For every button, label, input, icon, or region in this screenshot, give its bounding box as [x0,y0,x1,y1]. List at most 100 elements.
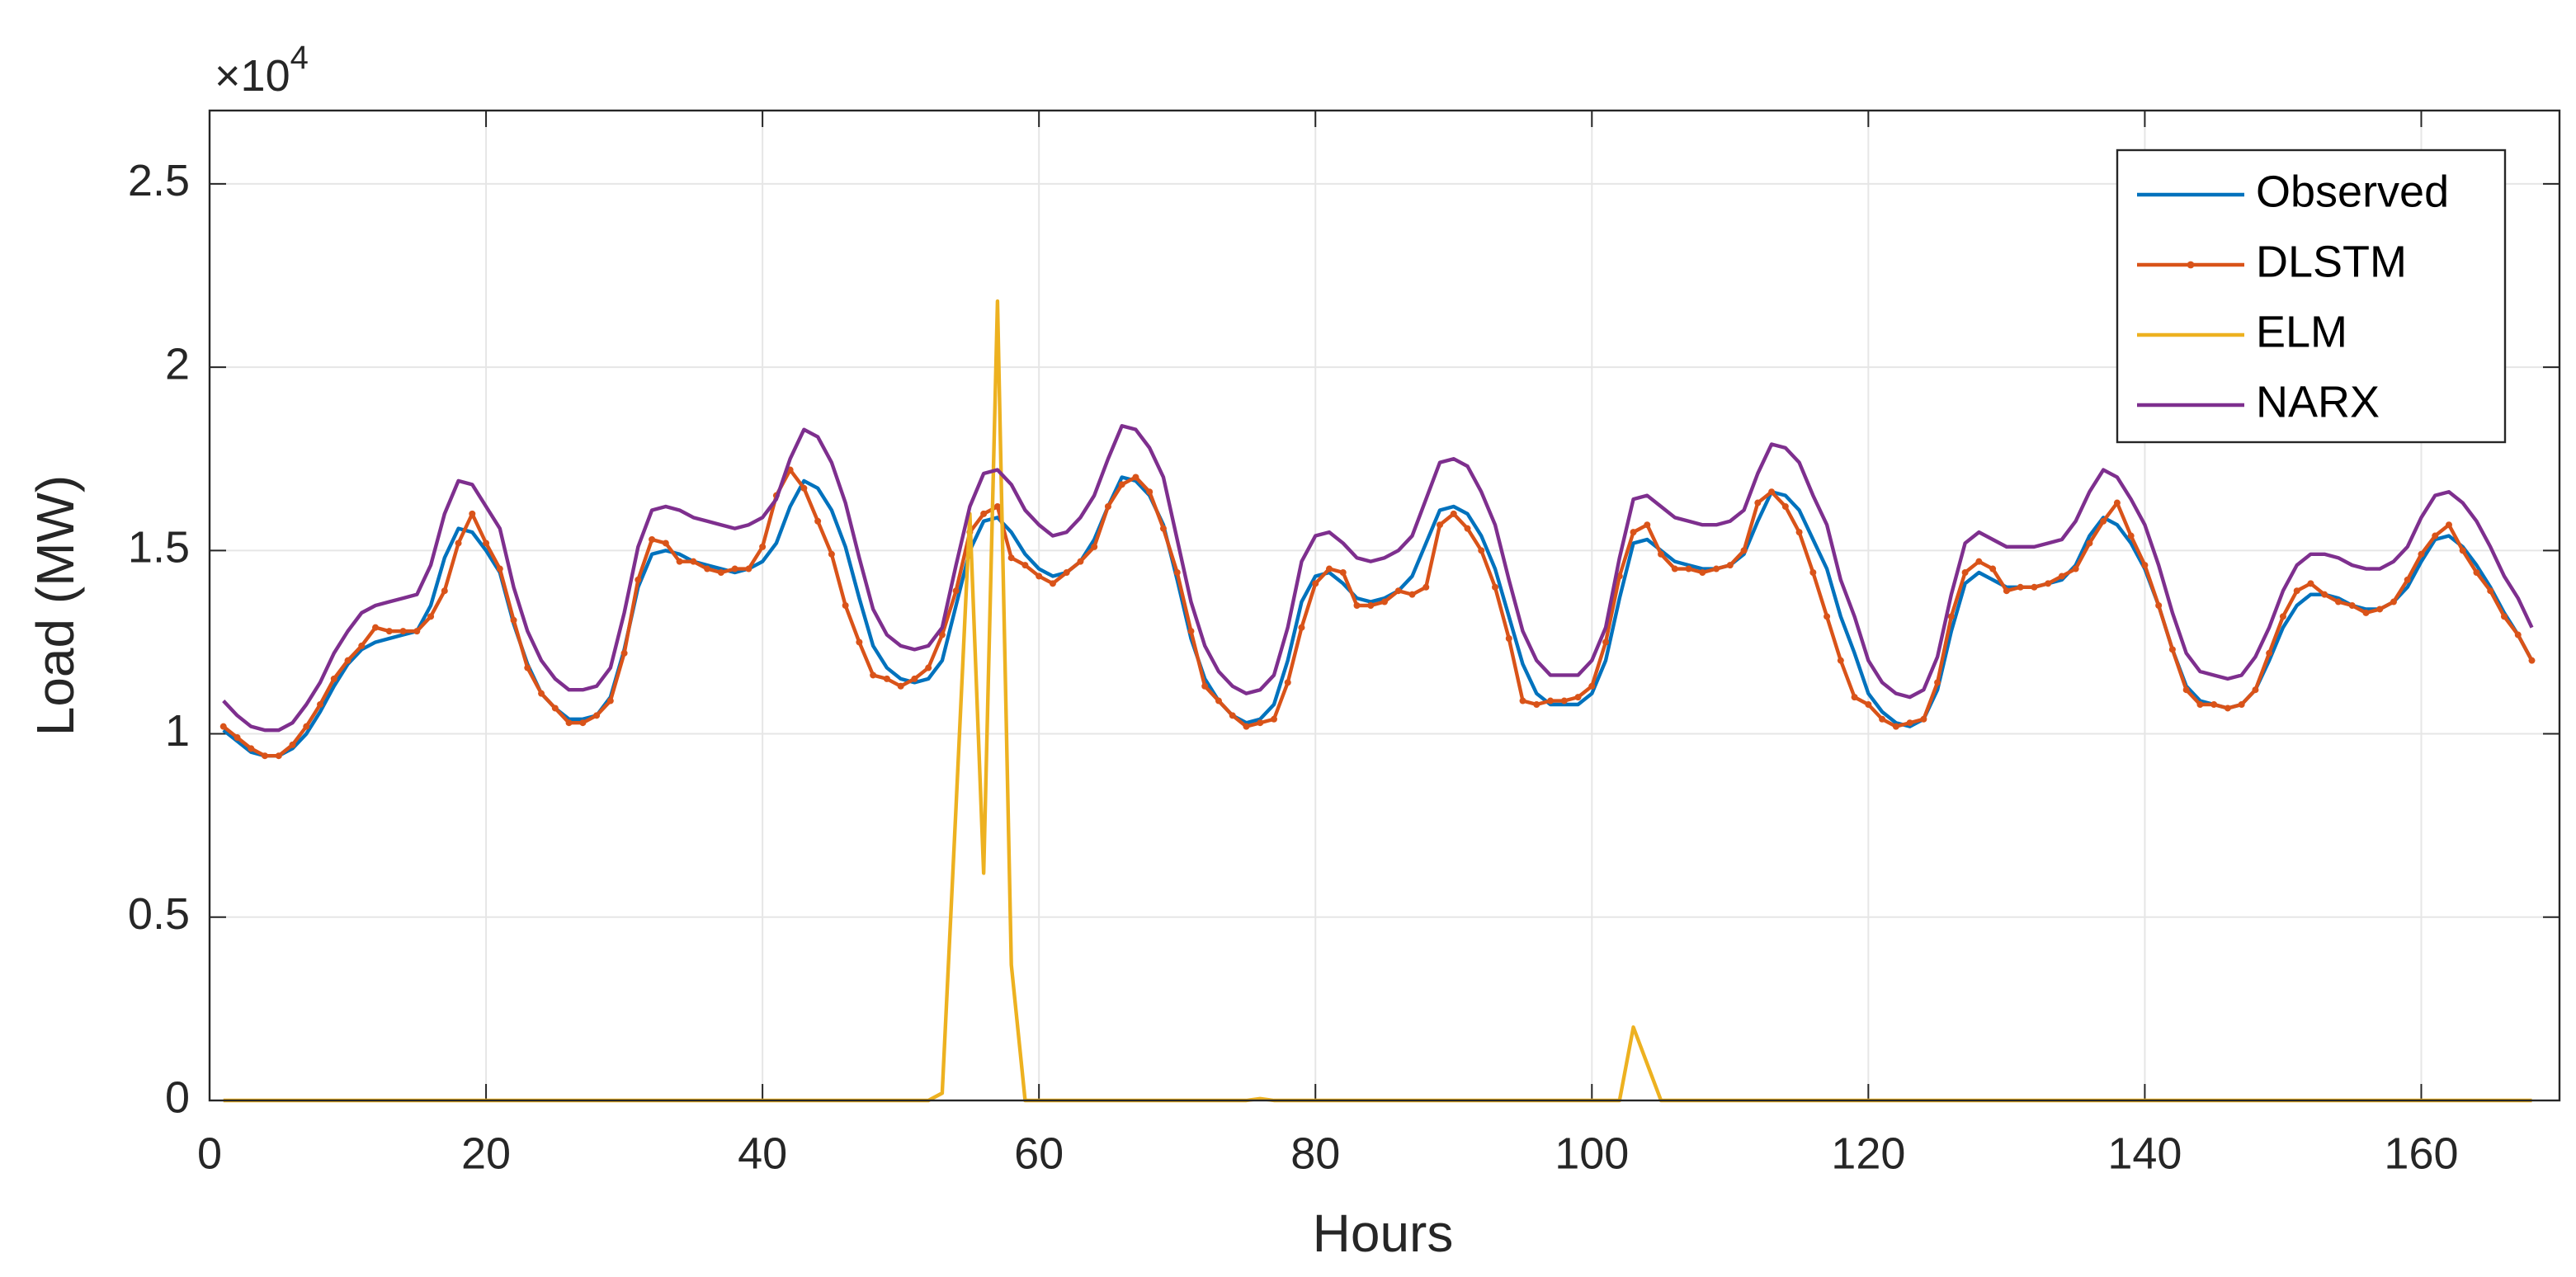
series-marker [2182,686,2190,694]
series-marker [2266,649,2273,657]
series-marker [1437,521,1444,529]
series-marker [1961,569,1969,576]
series-marker [2293,587,2300,595]
series-marker [538,690,545,697]
series-marker [1837,657,1844,664]
y-tick-label: 2.5 [128,156,190,205]
series-marker [1478,547,1485,554]
series-marker [2100,517,2107,525]
legend-box [2116,148,2507,444]
series-marker [1063,569,1070,576]
series-marker [330,675,337,682]
series-marker [1408,591,1416,598]
series-marker [2376,606,2384,613]
series-marker [1492,583,1499,591]
series-marker [2279,613,2286,620]
series-marker [704,565,711,573]
series-marker [1519,697,1526,704]
series-marker [1270,715,1277,723]
series-marker [2321,591,2328,598]
series-marker [551,704,559,712]
series-marker [717,569,724,576]
series-marker [814,517,822,525]
series-marker [1892,723,1899,730]
series-marker [2224,704,2231,712]
series-marker [275,752,282,760]
series-marker [1602,638,1610,646]
x-tick-label: 20 [461,1129,511,1178]
x-tick-label: 160 [2384,1129,2458,1178]
series-marker [413,628,421,635]
series-marker [1325,565,1333,573]
series-marker [1215,697,1222,704]
series-marker [1201,682,1209,690]
series-marker [303,723,310,730]
series-marker [524,664,531,671]
series-marker [1173,569,1181,576]
legend-label: NARX [2256,377,2380,426]
y-tick-label: 0 [165,1072,190,1122]
series-marker [2155,602,2163,609]
series-marker [1630,529,1637,536]
series-marker [1036,573,1043,580]
series-line [222,424,2534,733]
y-tick-label: 1 [165,706,190,756]
axes-box [208,109,2561,1102]
y-multiplier: ×104 [215,40,309,101]
series-marker [1021,562,1029,569]
series-marker [759,543,767,550]
series-marker [1851,694,1858,701]
series-marker [1312,580,1319,587]
series-marker [1077,558,1084,565]
series-marker [1187,628,1195,635]
series-marker [1367,602,1375,609]
legend-label: ELM [2256,307,2347,356]
series-marker [1658,550,1665,558]
series-marker [1685,565,1692,573]
series-marker [1560,697,1568,704]
series-marker [1574,694,1582,701]
series-marker [1243,723,1250,730]
series-marker [219,723,227,730]
series-marker [635,576,642,583]
series-marker [1865,701,1872,708]
series-marker [1132,474,1139,481]
series-marker [911,675,918,682]
series-marker [745,565,753,573]
series-marker [1104,503,1111,510]
series-marker [579,719,587,727]
series-marker [1906,719,1913,727]
series-marker [842,602,849,609]
series-marker [1879,715,1886,723]
series-marker [2113,499,2121,507]
series-marker [925,664,932,671]
series-marker [593,712,601,719]
series-marker [344,657,351,664]
series-marker [1394,587,1402,595]
series-marker [1920,715,1927,723]
series-marker [1533,701,1540,708]
series-marker [2045,580,2052,587]
series-marker [2514,631,2522,638]
series-marker [2141,562,2149,569]
series-marker [606,697,614,704]
series-marker [1726,562,1734,569]
series-marker [289,741,296,748]
series-marker [1353,602,1361,609]
series-marker [399,628,407,635]
series-marker [2196,701,2204,708]
series-marker [870,671,877,679]
series-marker [1339,569,1347,576]
series-marker [2418,550,2425,558]
series-marker [1547,697,1555,704]
y-axis-label: Load (MW) [26,475,85,737]
y-multiplier-base: ×10 [215,51,290,101]
series-marker [1934,679,1941,686]
series-marker [1754,499,1762,507]
series-marker [1699,569,1706,576]
series-marker [2017,583,2024,591]
series-marker [1464,525,1471,532]
series-marker [1298,624,1305,631]
series-marker [1768,488,1776,496]
series-marker [2127,532,2135,540]
